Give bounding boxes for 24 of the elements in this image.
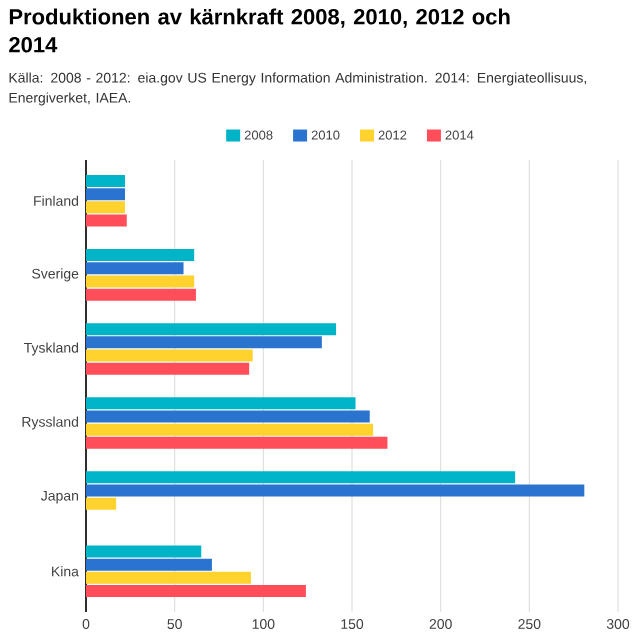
bar	[86, 545, 202, 558]
bar	[86, 484, 585, 497]
bar	[86, 214, 127, 227]
bar	[86, 323, 337, 336]
bar	[86, 336, 322, 349]
bar	[86, 423, 374, 436]
bar	[86, 288, 196, 301]
chart-title: Produktionen av kärnkraft 2008, 2010, 2012 och 2014	[9, 8, 510, 53]
bar	[86, 571, 251, 584]
bar	[86, 497, 117, 510]
bar	[86, 397, 356, 410]
bar	[86, 585, 306, 598]
bar	[86, 275, 195, 288]
bar	[86, 558, 212, 571]
bar	[86, 249, 195, 262]
bar	[86, 262, 184, 275]
bar	[86, 471, 516, 484]
bar	[86, 188, 126, 201]
bar	[86, 349, 253, 362]
bar	[86, 362, 250, 375]
bar	[86, 436, 388, 449]
bar	[86, 410, 370, 423]
bar	[86, 174, 126, 187]
bar	[86, 201, 126, 214]
